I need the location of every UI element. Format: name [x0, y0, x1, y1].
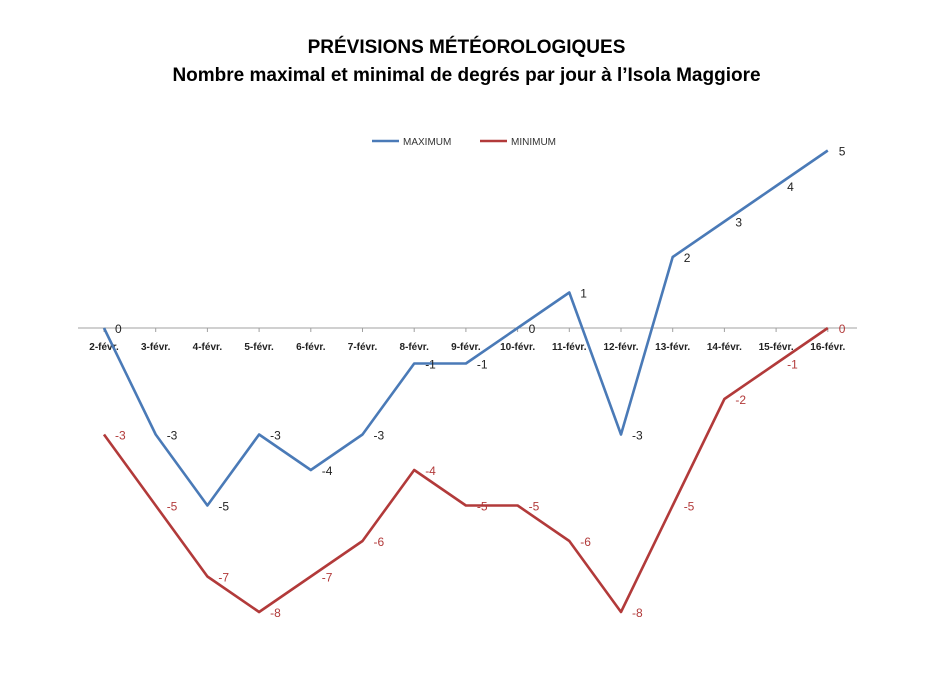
legend-label-maximum: MAXIMUM — [403, 137, 451, 148]
data-label-maximum: -3 — [632, 429, 643, 443]
data-label-minimum: -8 — [632, 606, 643, 620]
data-label-maximum: 2 — [684, 251, 691, 265]
x-tick-label: 9-févr. — [451, 342, 481, 353]
data-label-maximum: 5 — [839, 145, 846, 159]
data-label-maximum: -3 — [374, 429, 385, 443]
data-label-maximum: 1 — [580, 287, 587, 301]
x-tick-label: 14-févr. — [707, 342, 742, 353]
data-label-minimum: -6 — [580, 535, 591, 549]
series-layer — [102, 149, 829, 614]
data-labels: 0 -3 -5 -3 -4 -3 -1 -1 0 1 -3 2 3 4 5 -3 -5 -7 -8 -7 -6 -4 -5 -… — [115, 145, 846, 621]
x-tick-label: 8-févr. — [399, 342, 429, 353]
x-tick-label: 16-févr. — [810, 342, 845, 353]
data-label-minimum: -3 — [115, 429, 126, 443]
x-tick-label: 12-févr. — [603, 342, 638, 353]
data-label-maximum: 4 — [787, 180, 794, 194]
data-label-maximum: -5 — [218, 500, 229, 514]
data-label-minimum: -5 — [167, 500, 178, 514]
x-tick-label: 2-févr. — [89, 342, 119, 353]
data-label-maximum: 0 — [529, 322, 536, 336]
x-axis: 2-févr. 3-févr. 4-févr. 5-févr. 6-févr. 7-fév… — [78, 327, 857, 353]
data-label-maximum: -4 — [322, 464, 333, 478]
data-label-minimum: 0 — [839, 322, 846, 336]
chart-title: PRÉVISIONS MÉTÉOROLOGIQUES — [307, 37, 626, 58]
chart-subtitle: Nombre maximal et minimal de degrés par … — [172, 65, 761, 86]
data-label-maximum: -1 — [477, 358, 488, 372]
data-label-maximum: -3 — [167, 429, 178, 443]
x-tick-label: 11-févr. — [552, 342, 587, 353]
series-line-maximum — [102, 149, 829, 507]
data-label-minimum: -4 — [425, 464, 436, 478]
data-label-minimum: -6 — [374, 535, 385, 549]
data-label-maximum: 3 — [735, 216, 742, 230]
legend-label-minimum: MINIMUM — [511, 137, 556, 148]
data-label-minimum: -8 — [270, 606, 281, 620]
data-label-minimum: -2 — [735, 393, 746, 407]
data-label-minimum: -7 — [218, 571, 229, 585]
x-tick-label: 13-févr. — [655, 342, 690, 353]
x-tick-label: 4-févr. — [193, 342, 223, 353]
x-tick-label: 6-févr. — [296, 342, 326, 353]
x-tick-label: 10-févr. — [500, 342, 535, 353]
data-label-minimum: -5 — [477, 500, 488, 514]
data-label-maximum: -1 — [425, 358, 436, 372]
data-label-minimum: -5 — [684, 500, 695, 514]
x-tick-label: 3-févr. — [141, 342, 171, 353]
data-label-minimum: -5 — [529, 500, 540, 514]
legend: MAXIMUM MINIMUM — [372, 137, 556, 148]
data-label-maximum: 0 — [115, 322, 122, 336]
data-label-minimum: -7 — [322, 571, 333, 585]
x-tick-label: 15-févr. — [759, 342, 794, 353]
x-tick-label: 5-févr. — [244, 342, 274, 353]
x-tick-label: 7-févr. — [348, 342, 378, 353]
series-line-minimum — [102, 326, 829, 614]
data-label-maximum: -3 — [270, 429, 281, 443]
data-label-minimum: -1 — [787, 358, 798, 372]
